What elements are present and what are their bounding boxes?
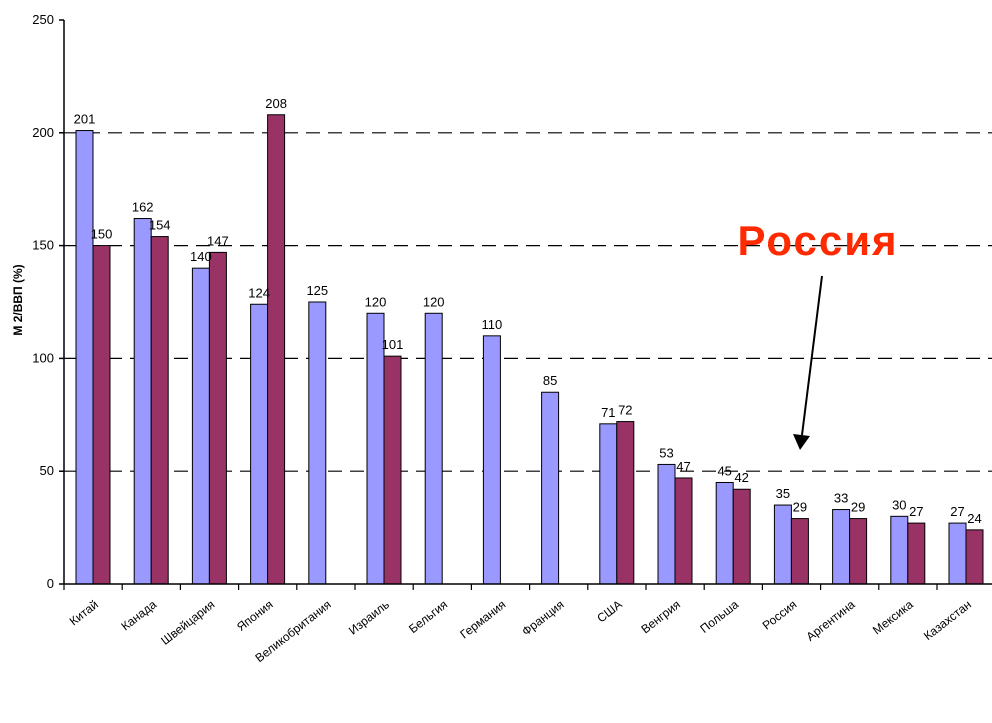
bar bbox=[383, 355, 402, 585]
x-tick-label: Швейцария bbox=[158, 597, 217, 647]
bar bbox=[208, 251, 227, 585]
x-tick-label: Бельгия bbox=[406, 597, 450, 636]
bar bbox=[773, 504, 792, 585]
bar bbox=[267, 114, 286, 585]
data-label: 101 bbox=[382, 337, 404, 352]
bar bbox=[715, 481, 734, 585]
data-label: 85 bbox=[543, 373, 557, 388]
data-label: 124 bbox=[248, 285, 270, 300]
data-label: 71 bbox=[601, 405, 615, 420]
callout: Россия bbox=[737, 217, 898, 450]
y-tick-label: 250 bbox=[32, 12, 54, 27]
y-tick-label: 50 bbox=[40, 463, 54, 478]
bar bbox=[366, 312, 385, 585]
x-tick-label: США bbox=[594, 597, 624, 625]
bar bbox=[75, 130, 94, 585]
data-label: 33 bbox=[834, 491, 848, 506]
data-label: 140 bbox=[190, 249, 212, 264]
bar bbox=[191, 267, 210, 585]
y-tick-label: 200 bbox=[32, 125, 54, 140]
bar bbox=[890, 515, 909, 585]
y-tick-label: 150 bbox=[32, 238, 54, 253]
data-label: 29 bbox=[793, 500, 807, 515]
data-label: 201 bbox=[74, 112, 96, 127]
bar bbox=[133, 218, 152, 585]
data-label: 53 bbox=[659, 445, 673, 460]
data-label: 147 bbox=[207, 233, 229, 248]
data-label: 120 bbox=[423, 294, 445, 309]
bar bbox=[482, 335, 501, 585]
data-label: 110 bbox=[482, 317, 503, 332]
data-label: 45 bbox=[717, 463, 731, 478]
bar bbox=[424, 312, 443, 585]
x-tick-label: Германия bbox=[457, 597, 508, 641]
data-label: 24 bbox=[967, 511, 981, 526]
data-label: 47 bbox=[676, 459, 690, 474]
data-label: 72 bbox=[618, 403, 632, 418]
data-label: 120 bbox=[365, 294, 387, 309]
data-label: 30 bbox=[892, 497, 906, 512]
x-tick-label: Китай bbox=[67, 597, 101, 628]
bar bbox=[832, 509, 851, 585]
y-axis-title: М 2/ВВП (%) bbox=[11, 264, 25, 335]
bar bbox=[150, 236, 169, 585]
x-tick-label: Франция bbox=[519, 597, 566, 638]
data-label: 162 bbox=[132, 200, 154, 215]
x-tick-label: Израиль bbox=[346, 597, 392, 637]
bar bbox=[849, 518, 868, 585]
x-tick-label: Польша bbox=[697, 597, 741, 636]
bar bbox=[907, 522, 926, 585]
bar bbox=[599, 423, 618, 585]
x-tick-label: Россия bbox=[760, 597, 800, 632]
x-tick-label: Казахстан bbox=[921, 597, 974, 643]
data-label: 27 bbox=[909, 504, 923, 519]
data-label: 125 bbox=[306, 283, 328, 298]
x-tick-label: Канада bbox=[119, 597, 160, 633]
y-tick-label: 0 bbox=[47, 576, 54, 591]
data-label: 27 bbox=[950, 504, 964, 519]
x-tick-label: Венгрия bbox=[638, 597, 683, 636]
y-tick-label: 100 bbox=[32, 350, 54, 365]
data-label: 42 bbox=[734, 470, 748, 485]
data-label: 150 bbox=[91, 227, 113, 242]
bar bbox=[92, 245, 111, 585]
bar bbox=[616, 421, 635, 585]
callout-arrow-line bbox=[801, 275, 823, 436]
bar bbox=[732, 488, 751, 585]
bar bbox=[308, 301, 327, 585]
bars bbox=[75, 114, 984, 585]
data-label: 29 bbox=[851, 500, 865, 515]
bar bbox=[948, 522, 967, 585]
bar bbox=[965, 529, 984, 585]
data-label: 35 bbox=[776, 486, 790, 501]
bar bbox=[657, 463, 676, 585]
data-label: 208 bbox=[265, 96, 287, 111]
x-tick-label: Мексика bbox=[870, 597, 916, 637]
bar bbox=[674, 477, 693, 585]
callout-arrow-head bbox=[793, 434, 810, 450]
x-tick-label: Аргентина bbox=[804, 597, 858, 644]
x-tick-label: Япония bbox=[234, 597, 275, 634]
bar bbox=[541, 391, 560, 585]
russia-callout-label: Россия bbox=[737, 217, 898, 264]
bar bbox=[790, 518, 809, 585]
bar bbox=[250, 303, 269, 585]
data-label: 154 bbox=[149, 218, 171, 233]
